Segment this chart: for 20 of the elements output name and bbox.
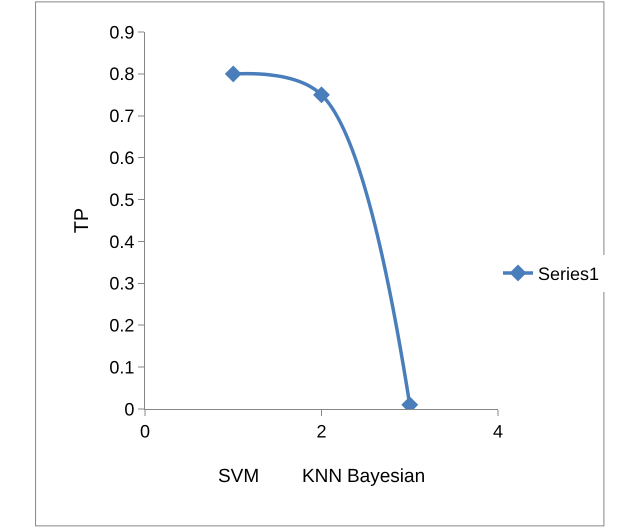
y-tick-label: 0.9 xyxy=(109,22,134,42)
legend-label: Series1 xyxy=(538,264,600,284)
y-tick-label: 0.4 xyxy=(109,232,134,252)
y-tick-label: 0.7 xyxy=(109,106,134,126)
x-tick-label: 4 xyxy=(492,422,504,442)
point xyxy=(313,86,330,104)
y-tick-label: 0.3 xyxy=(109,274,134,294)
y-tick-label: 0 xyxy=(124,399,134,420)
y-tick-label: 0.6 xyxy=(109,148,134,168)
y-tick-label: 0.1 xyxy=(109,357,134,378)
y-tick-label: 0.2 xyxy=(109,316,134,336)
text: KNN xyxy=(302,466,342,487)
text: SVM xyxy=(218,466,260,487)
text: Bayesian xyxy=(347,466,426,487)
x-tick-label: 0 xyxy=(140,422,150,442)
point xyxy=(224,65,242,82)
y-axis-title: TP xyxy=(70,208,93,234)
y-tick-label: 0.8 xyxy=(109,64,134,84)
y-tick-label: 0.5 xyxy=(109,190,134,210)
x-tick-label: 2 xyxy=(316,422,327,442)
